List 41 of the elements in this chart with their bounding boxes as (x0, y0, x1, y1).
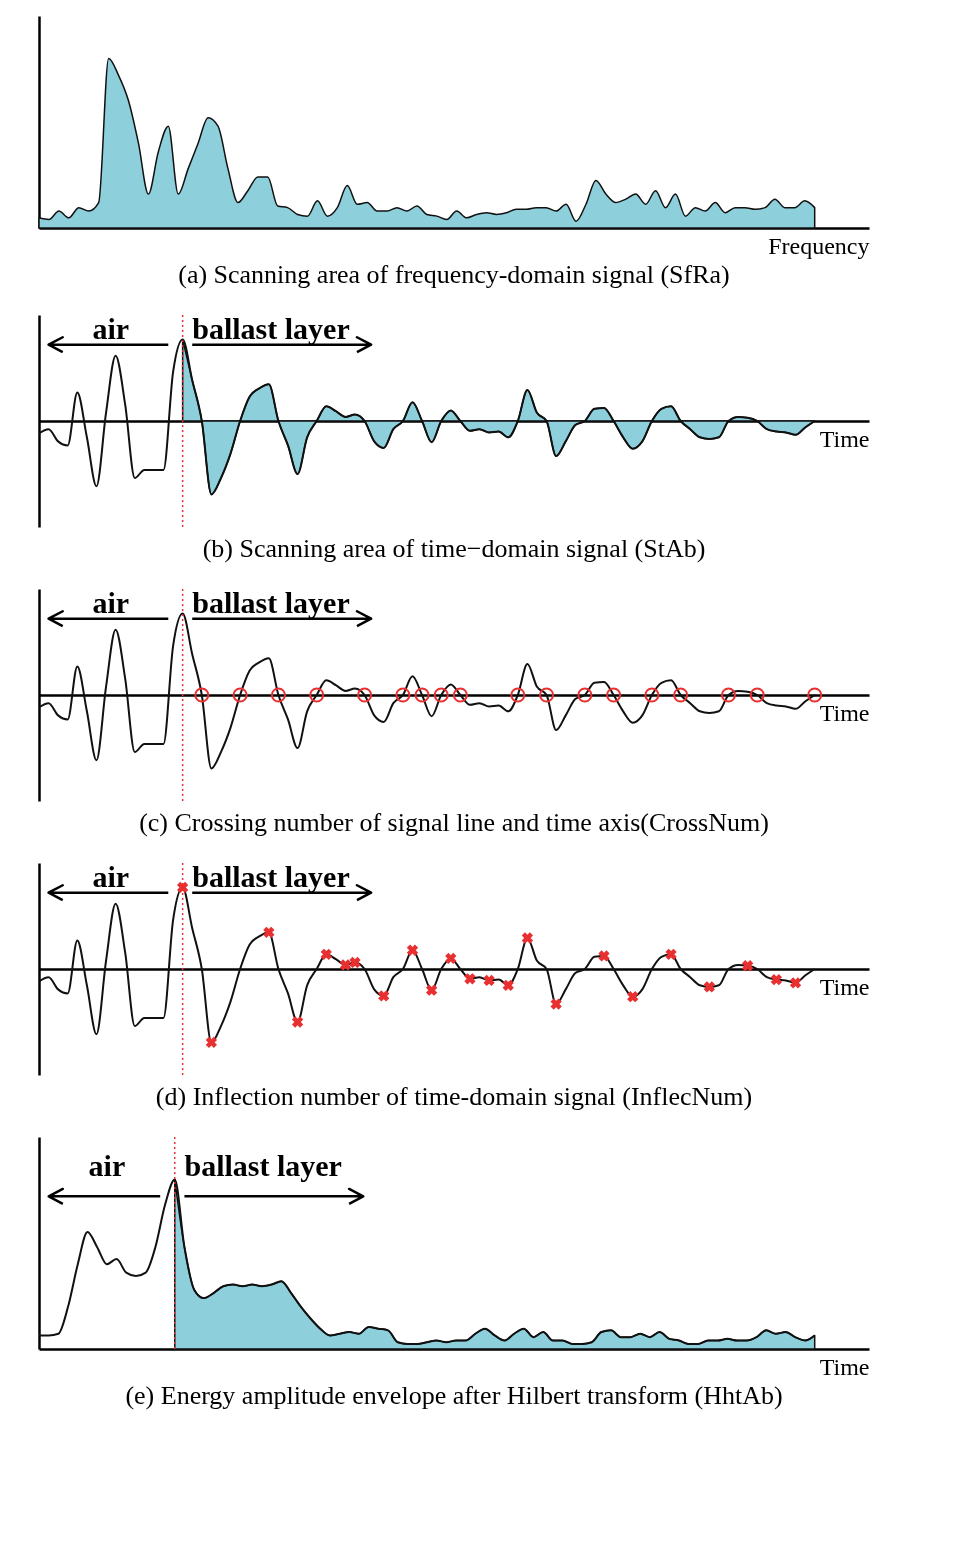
point (263, 926, 275, 938)
point (789, 977, 802, 989)
point (627, 991, 639, 1003)
text: (c) Crossing number of signal line and time axis(CrossNum) (139, 807, 769, 837)
point (550, 998, 562, 1010)
point (339, 959, 352, 971)
point (665, 948, 677, 960)
point (703, 981, 715, 993)
point (742, 960, 754, 972)
point (320, 948, 332, 960)
point (521, 932, 534, 944)
point (177, 881, 189, 894)
point (770, 973, 783, 986)
text: (b) Scanning area of time−domain signal (StAb) (202, 533, 706, 563)
x-axis-title: Time (819, 973, 870, 1000)
point (445, 952, 457, 965)
point (406, 944, 419, 956)
annotation: ballast layer (192, 859, 350, 893)
point (378, 990, 390, 1002)
text: (d) Inflection number of time-domain signal (InflecNum) (155, 1081, 753, 1111)
annotation: ballast layer (192, 311, 350, 345)
annotation: air (92, 585, 130, 619)
point (598, 950, 610, 962)
x-axis-title: Frequency (768, 232, 870, 259)
point (483, 974, 495, 987)
x-axis-title: Time (819, 699, 870, 726)
text: (e) Energy amplitude envelope after Hilbert transform (HhtAb) (125, 1381, 783, 1410)
x-axis-title: Time (819, 1353, 870, 1380)
annotation: ballast layer (192, 585, 350, 619)
point (464, 973, 476, 985)
annotation: air (92, 859, 130, 893)
point (502, 979, 514, 991)
point (349, 956, 361, 969)
text: (a) Scanning area of frequency-domain signal (SfRa) (178, 260, 730, 289)
point (291, 1016, 304, 1028)
annotation: air (92, 311, 130, 345)
x-axis-title: Time (819, 425, 870, 452)
point (426, 984, 438, 996)
point (205, 1036, 218, 1049)
annotation: air (88, 1148, 126, 1182)
annotation: ballast layer (184, 1148, 342, 1182)
